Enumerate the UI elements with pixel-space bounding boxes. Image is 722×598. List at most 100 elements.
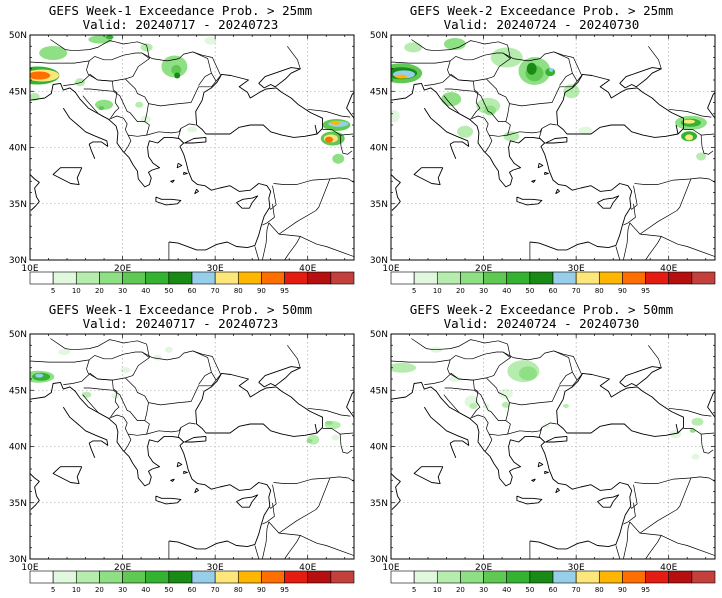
probability-contour [503, 131, 520, 142]
lon-tick-label: 40E [299, 264, 316, 274]
coastline [236, 195, 259, 209]
colorbar-swatch [413, 271, 438, 285]
panel-valid-date: Valid: 20240724 - 20240730 [443, 17, 640, 32]
border [634, 476, 715, 484]
colorbar-label: 40 [502, 287, 511, 295]
border [146, 45, 150, 59]
coastline [597, 195, 620, 209]
border [144, 121, 150, 136]
lon-tick-label: 30E [568, 563, 585, 573]
probability-contour [395, 74, 408, 79]
coastline [516, 196, 543, 206]
border [269, 484, 277, 509]
probability-contour [549, 67, 554, 72]
colorbar-label: 90 [618, 586, 627, 594]
border [700, 135, 703, 147]
colorbar: 5 10 20 30 40 50 60 70 80 90 95 [390, 570, 716, 594]
probability-contour [306, 438, 313, 443]
lat-tick-label: 35N [370, 499, 388, 509]
probability-contour [153, 354, 162, 361]
graticule [30, 35, 354, 260]
colorbar: 5 10 20 30 40 50 60 70 80 90 95 [29, 570, 355, 594]
lon-tick-label: 40E [299, 563, 316, 573]
panel-week2-50mm: 10E 20E 30E 40E 50N 45N 40N 35N 30N 5 10 20 30 40 50 60… [361, 299, 722, 598]
colorbar-label: 10 [72, 287, 81, 295]
border [626, 222, 631, 244]
panel-valid-date: Valid: 20240717 - 20240723 [82, 17, 279, 32]
coastline [391, 381, 633, 550]
border [559, 371, 573, 385]
coastline [675, 423, 679, 434]
colorbar-label: 5 [51, 586, 55, 594]
colorbar-swatch [691, 570, 716, 584]
border [262, 532, 301, 559]
border [113, 91, 149, 122]
coastline [346, 92, 354, 119]
border [198, 72, 212, 86]
border [63, 74, 120, 119]
colorbar-label: 40 [141, 586, 150, 594]
colorbar-swatch [52, 570, 77, 584]
axis-labels: 10E 20E 30E 40E 50N 45N 40N 35N 30N [370, 31, 678, 274]
border [339, 434, 342, 446]
border [322, 428, 354, 435]
probability-contour [332, 153, 345, 164]
border [108, 414, 132, 452]
coastline [544, 470, 549, 474]
colorbar-swatch [168, 570, 193, 584]
probability-contour [683, 119, 696, 124]
colorbar-label: 60 [549, 287, 558, 295]
probability-contour [174, 72, 181, 79]
colorbar-swatch [330, 271, 355, 285]
colorbar-swatch [307, 570, 332, 584]
border [113, 390, 149, 421]
lon-tick-label: 40E [660, 264, 677, 274]
map-figure: 10E 20E 30E 40E 50N 45N 40N 35N 30N 5 10 20 30 40 50 60… [370, 330, 716, 594]
border [300, 535, 354, 556]
precip-probability-field [391, 346, 704, 460]
border [486, 51, 578, 107]
colorbar-label: 95 [641, 586, 650, 594]
border [629, 178, 692, 235]
lat-tick-label: 45N [9, 386, 27, 396]
colorbar-swatch [691, 271, 716, 285]
colorbar-swatch [390, 271, 415, 285]
border [701, 146, 714, 155]
lon-tick-label: 40E [660, 563, 677, 573]
border [630, 185, 638, 210]
border [505, 121, 511, 136]
probability-contour [448, 376, 461, 382]
country-borders [391, 39, 715, 260]
colorbar-swatch [645, 271, 670, 285]
colorbar-label: 70 [572, 586, 581, 594]
colorbar-label: 95 [280, 287, 289, 295]
graticule [30, 334, 354, 559]
colorbar-swatch [598, 271, 623, 285]
border [474, 390, 510, 421]
probability-contour [35, 373, 44, 378]
border [30, 355, 96, 363]
axis-labels: 10E 20E 30E 40E 50N 45N 40N 35N 30N [9, 330, 317, 573]
colorbar-swatch [99, 570, 123, 584]
border [254, 545, 260, 559]
border [128, 123, 196, 137]
colorbar-swatch [645, 570, 670, 584]
axis-labels: 10E 20E 30E 40E 50N 45N 40N 35N 30N [9, 31, 317, 274]
border [50, 39, 147, 52]
lon-tick-label: 30E [207, 264, 224, 274]
colorbar-swatch [214, 271, 239, 285]
coastline [545, 136, 568, 144]
border [447, 52, 511, 82]
coastline [537, 461, 544, 468]
probability-contour [325, 136, 334, 143]
border [634, 177, 715, 185]
probability-contour [484, 105, 497, 116]
colorbar-label: 60 [188, 586, 197, 594]
colorbar-swatch [284, 570, 309, 584]
border [507, 45, 511, 59]
border [447, 351, 511, 381]
colorbar-label: 10 [72, 586, 81, 594]
border [648, 46, 662, 69]
colorbar-swatch [529, 271, 554, 285]
colorbar-label: 50 [525, 586, 534, 594]
